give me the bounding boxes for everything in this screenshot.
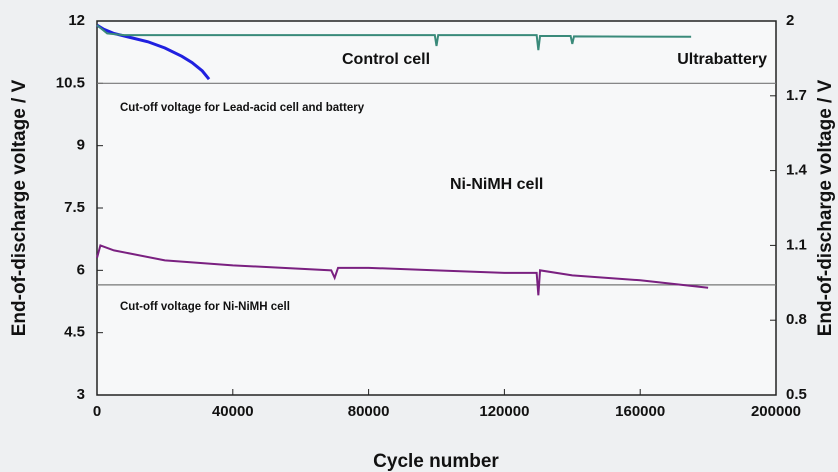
reference-label: Cut-off voltage for Ni-NiMH cell — [120, 301, 290, 313]
x-tick-label: 120000 — [479, 403, 529, 420]
y-tick-label: 10.5 — [56, 74, 85, 91]
x-tick-label: 40000 — [212, 403, 254, 420]
y-tick-label: 7.5 — [64, 199, 85, 216]
series-line — [96, 23, 211, 81]
x-tick-label: 0 — [93, 403, 101, 420]
reference-label: Cut-off voltage for Lead-acid cell and b… — [120, 102, 365, 114]
y-tick-label: 6 — [77, 261, 85, 278]
series-line — [96, 244, 709, 296]
x-tick-label: 80000 — [348, 403, 390, 420]
y2-axis-title: End-of-discharge voltage / V — [815, 79, 836, 336]
series-label: Ni-NiMH cell — [450, 176, 543, 193]
x-axis-title: Cycle number — [373, 451, 499, 472]
y2-tick-label: 1.4 — [786, 162, 808, 179]
y2-tick-label: 0.5 — [786, 386, 807, 403]
y-tick-label: 9 — [77, 137, 85, 154]
series-label: Control cell — [342, 51, 430, 68]
y-axis-title: End-of-discharge voltage / V — [9, 79, 30, 336]
y2-tick-label: 0.8 — [786, 311, 807, 328]
y-tick-label: 12 — [68, 12, 85, 29]
y-tick-label: 3 — [77, 386, 85, 403]
x-tick-label: 200000 — [751, 403, 801, 420]
y2-tick-label: 2 — [786, 12, 794, 29]
x-tick-label: 160000 — [615, 403, 665, 420]
y2-tick-label: 1.1 — [786, 236, 807, 253]
plot-area — [96, 20, 777, 396]
series-label: Ultrabattery — [677, 51, 767, 68]
y-tick-label: 4.5 — [64, 324, 85, 341]
y2-tick-label: 1.7 — [786, 87, 807, 104]
series-line — [96, 24, 692, 51]
